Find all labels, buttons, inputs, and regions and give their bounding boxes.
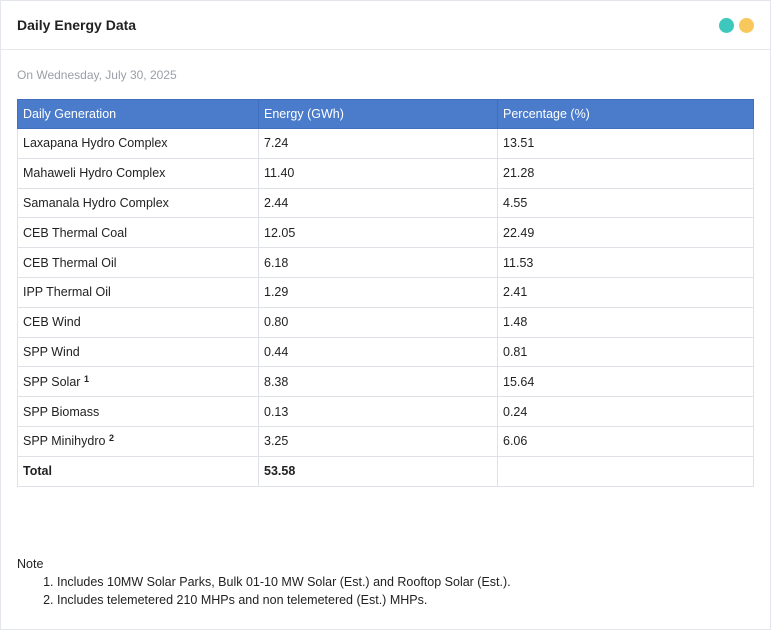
energy-cell: 0.80: [258, 306, 498, 338]
teal-dot-icon: [719, 17, 734, 33]
generation-source-name: SPP Biomass: [23, 404, 100, 419]
energy-cell: 11.40: [258, 157, 498, 189]
table-row: CEB Thermal Coal 12.05 22.49: [17, 217, 754, 249]
generation-source-name: CEB Wind: [23, 315, 81, 330]
percentage-cell: 1.48: [497, 306, 754, 338]
table-row: Laxapana Hydro Complex 7.24 13.51: [17, 128, 754, 159]
header-daily-generation: Daily Generation: [17, 99, 259, 129]
card-body: On Wednesday, July 30, 2025 Daily Genera…: [1, 50, 770, 607]
percentage-cell: 11.53: [497, 247, 754, 278]
percentage-cell: 0.81: [497, 336, 754, 368]
note-title: Note: [17, 556, 44, 571]
generation-source-cell: CEB Thermal Oil: [17, 247, 259, 278]
generation-source-name: Samanala Hydro Complex: [23, 195, 169, 210]
generation-source-cell: IPP Thermal Oil: [17, 276, 259, 308]
energy-table: Daily Generation Energy (GWh) Percentage…: [17, 99, 754, 487]
note-item: Includes telemetered 210 MHPs and non te…: [57, 593, 754, 607]
percentage-cell: 21.28: [497, 157, 754, 189]
table-row: SPP Biomass 0.13 0.24: [17, 396, 754, 427]
table-row: CEB Wind 0.80 1.48: [17, 306, 754, 338]
total-label-cell: Total: [17, 455, 259, 487]
percentage-cell: 22.49: [497, 217, 754, 249]
yellow-dot-icon: [739, 17, 754, 33]
energy-cell: 6.18: [258, 247, 498, 278]
generation-source-name: CEB Thermal Oil: [23, 255, 117, 270]
generation-source-name: Mahaweli Hydro Complex: [23, 166, 166, 181]
note-list: Includes 10MW Solar Parks, Bulk 01-10 MW…: [17, 575, 754, 607]
energy-cell: 1.29: [258, 276, 498, 308]
header-percentage: Percentage (%): [497, 99, 754, 129]
date-line: On Wednesday, July 30, 2025: [17, 68, 177, 82]
header-energy: Energy (GWh): [258, 99, 498, 129]
table-header-row: Daily Generation Energy (GWh) Percentage…: [17, 99, 754, 129]
generation-source-cell: CEB Thermal Coal: [17, 217, 259, 249]
generation-source-name: Laxapana Hydro Complex: [23, 136, 168, 151]
percentage-cell: 0.24: [497, 396, 754, 427]
footnote-marker: 1: [83, 373, 89, 384]
table-row: SPP Solar 1 8.38 15.64: [17, 366, 754, 398]
percentage-cell: 6.06: [497, 425, 754, 457]
generation-source-name: SPP Wind: [23, 344, 80, 359]
table-row: Mahaweli Hydro Complex 11.40 21.28: [17, 157, 754, 189]
card-title: Daily Energy Data: [17, 17, 137, 33]
table-row: SPP Wind 0.44 0.81: [17, 336, 754, 368]
generation-source-cell: Mahaweli Hydro Complex: [17, 157, 259, 189]
table-row: IPP Thermal Oil 1.29 2.41: [17, 276, 754, 308]
percentage-cell: 15.64: [497, 366, 754, 398]
table-row: SPP Minihydro 2 3.25 6.06: [17, 425, 754, 457]
percentage-cell: 4.55: [497, 187, 754, 219]
total-percentage-cell: [497, 455, 754, 487]
header-dots: [719, 17, 754, 33]
generation-source-cell: SPP Minihydro 2: [17, 425, 259, 457]
generation-source-name: SPP Minihydro: [23, 434, 106, 449]
percentage-cell: 2.41: [497, 276, 754, 308]
card-header: Daily Energy Data: [1, 1, 770, 50]
note-item: Includes 10MW Solar Parks, Bulk 01-10 MW…: [57, 575, 754, 589]
table-body: Laxapana Hydro Complex 7.24 13.51 Mahaweli …: [17, 128, 754, 487]
generation-source-name: SPP Solar: [23, 374, 81, 389]
generation-source-cell: SPP Biomass: [17, 396, 259, 427]
energy-cell: 8.38: [258, 366, 498, 398]
generation-source-name: IPP Thermal Oil: [23, 285, 111, 300]
generation-source-cell: CEB Wind: [17, 306, 259, 338]
energy-cell: 12.05: [258, 217, 498, 249]
energy-cell: 2.44: [258, 187, 498, 219]
table-row: Samanala Hydro Complex 2.44 4.55: [17, 187, 754, 219]
generation-source-cell: Laxapana Hydro Complex: [17, 128, 259, 159]
energy-cell: 7.24: [258, 128, 498, 159]
note-section: Note Includes 10MW Solar Parks, Bulk 01-…: [17, 557, 754, 607]
table-row: CEB Thermal Oil 6.18 11.53: [17, 247, 754, 278]
generation-source-cell: Samanala Hydro Complex: [17, 187, 259, 219]
percentage-cell: 13.51: [497, 128, 754, 159]
generation-source-cell: SPP Wind: [17, 336, 259, 368]
energy-cell: 0.44: [258, 336, 498, 368]
total-energy-cell: 53.58: [258, 455, 498, 487]
footnote-marker: 2: [108, 433, 114, 444]
generation-source-cell: SPP Solar 1: [17, 366, 259, 398]
energy-cell: 0.13: [258, 396, 498, 427]
generation-source-name: CEB Thermal Coal: [23, 225, 127, 240]
energy-cell: 3.25: [258, 425, 498, 457]
total-row: Total 53.58: [17, 455, 754, 487]
